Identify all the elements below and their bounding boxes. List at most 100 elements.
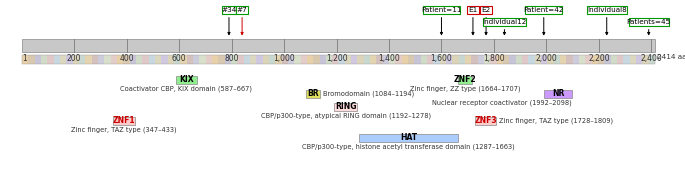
Text: Patients=45: Patients=45 — [627, 19, 671, 25]
Bar — [475, 117, 497, 125]
Bar — [604, 55, 611, 64]
Text: 1,800: 1,800 — [483, 54, 505, 63]
Bar — [360, 134, 458, 142]
Bar — [643, 55, 649, 64]
Text: CBP/p300-type, atypical RING domain (1192–1278): CBP/p300-type, atypical RING domain (119… — [261, 113, 431, 119]
Bar — [307, 55, 314, 64]
Bar — [225, 55, 232, 64]
Bar — [483, 18, 526, 26]
Text: Zinc finger, ZZ type (1664–1707): Zinc finger, ZZ type (1664–1707) — [410, 85, 521, 92]
Text: #34: #34 — [221, 7, 236, 13]
Bar — [649, 55, 656, 64]
Bar — [623, 55, 630, 64]
Bar — [301, 55, 307, 64]
Bar — [414, 55, 421, 64]
Bar — [490, 55, 497, 64]
Text: Bromodomain (1084–1194): Bromodomain (1084–1194) — [323, 90, 414, 97]
Bar — [510, 55, 516, 64]
Bar — [528, 55, 535, 64]
Text: #7: #7 — [237, 7, 247, 13]
Bar — [313, 55, 320, 64]
Text: Patient=11: Patient=11 — [421, 7, 462, 13]
Bar — [434, 55, 440, 64]
Bar — [579, 55, 586, 64]
Bar — [541, 55, 548, 64]
Text: 400: 400 — [119, 54, 134, 63]
Bar — [598, 55, 605, 64]
Text: 1,200: 1,200 — [326, 54, 347, 63]
Text: E1: E1 — [469, 7, 477, 13]
Bar — [465, 55, 472, 64]
Bar — [477, 55, 484, 64]
Bar — [275, 55, 282, 64]
Bar — [236, 6, 248, 14]
Text: ZNF2: ZNF2 — [454, 75, 477, 84]
Bar — [345, 55, 351, 64]
Bar — [377, 55, 383, 64]
Bar — [630, 55, 636, 64]
Bar — [176, 76, 197, 84]
Text: RING: RING — [335, 102, 356, 111]
Bar — [35, 55, 41, 64]
Bar — [180, 55, 187, 64]
Text: BR: BR — [308, 89, 319, 98]
Text: 2,000: 2,000 — [536, 54, 558, 63]
Text: Zinc finger, TAZ type (347–433): Zinc finger, TAZ type (347–433) — [71, 127, 177, 133]
Text: ZNF1: ZNF1 — [113, 116, 136, 125]
Text: 600: 600 — [172, 54, 186, 63]
Bar — [168, 55, 174, 64]
Text: Individual8: Individual8 — [587, 7, 627, 13]
Text: 200: 200 — [67, 54, 82, 63]
Bar — [592, 55, 598, 64]
Bar — [129, 55, 136, 64]
Bar — [423, 6, 460, 14]
Bar — [53, 55, 60, 64]
Bar — [256, 55, 263, 64]
Bar — [174, 55, 181, 64]
Bar — [269, 55, 275, 64]
Bar — [427, 55, 434, 64]
Bar — [370, 55, 377, 64]
Bar — [535, 55, 541, 64]
Bar — [503, 55, 510, 64]
Bar — [338, 55, 345, 64]
Bar — [60, 55, 66, 64]
Bar — [553, 55, 560, 64]
Text: KIX: KIX — [179, 75, 194, 84]
Bar — [161, 55, 168, 64]
Text: E2: E2 — [482, 7, 490, 13]
Bar — [334, 103, 357, 111]
Bar — [92, 55, 98, 64]
Bar — [319, 55, 326, 64]
Bar — [244, 55, 250, 64]
Bar — [142, 55, 149, 64]
Bar — [212, 55, 219, 64]
Bar — [522, 55, 529, 64]
Bar — [611, 55, 617, 64]
Bar — [516, 55, 523, 64]
Bar — [231, 55, 238, 64]
Bar — [113, 117, 136, 125]
Bar — [123, 55, 130, 64]
Bar — [389, 55, 396, 64]
Bar — [288, 55, 295, 64]
Text: NR: NR — [552, 89, 564, 98]
Bar — [22, 39, 655, 52]
Bar — [110, 55, 117, 64]
Bar — [395, 55, 402, 64]
Bar — [408, 55, 414, 64]
Bar — [358, 55, 364, 64]
Text: 800: 800 — [225, 54, 239, 63]
Bar — [262, 55, 269, 64]
Bar — [79, 55, 86, 64]
Text: Coactivator CBP, KIX domain (587–667): Coactivator CBP, KIX domain (587–667) — [121, 85, 252, 92]
Bar — [471, 55, 478, 64]
Bar — [86, 55, 92, 64]
Text: 1,600: 1,600 — [431, 54, 452, 63]
Bar — [117, 55, 123, 64]
Bar — [446, 55, 453, 64]
Bar — [497, 55, 503, 64]
Bar — [237, 55, 244, 64]
Text: 1,400: 1,400 — [378, 54, 400, 63]
Text: 2,200: 2,200 — [588, 54, 610, 63]
